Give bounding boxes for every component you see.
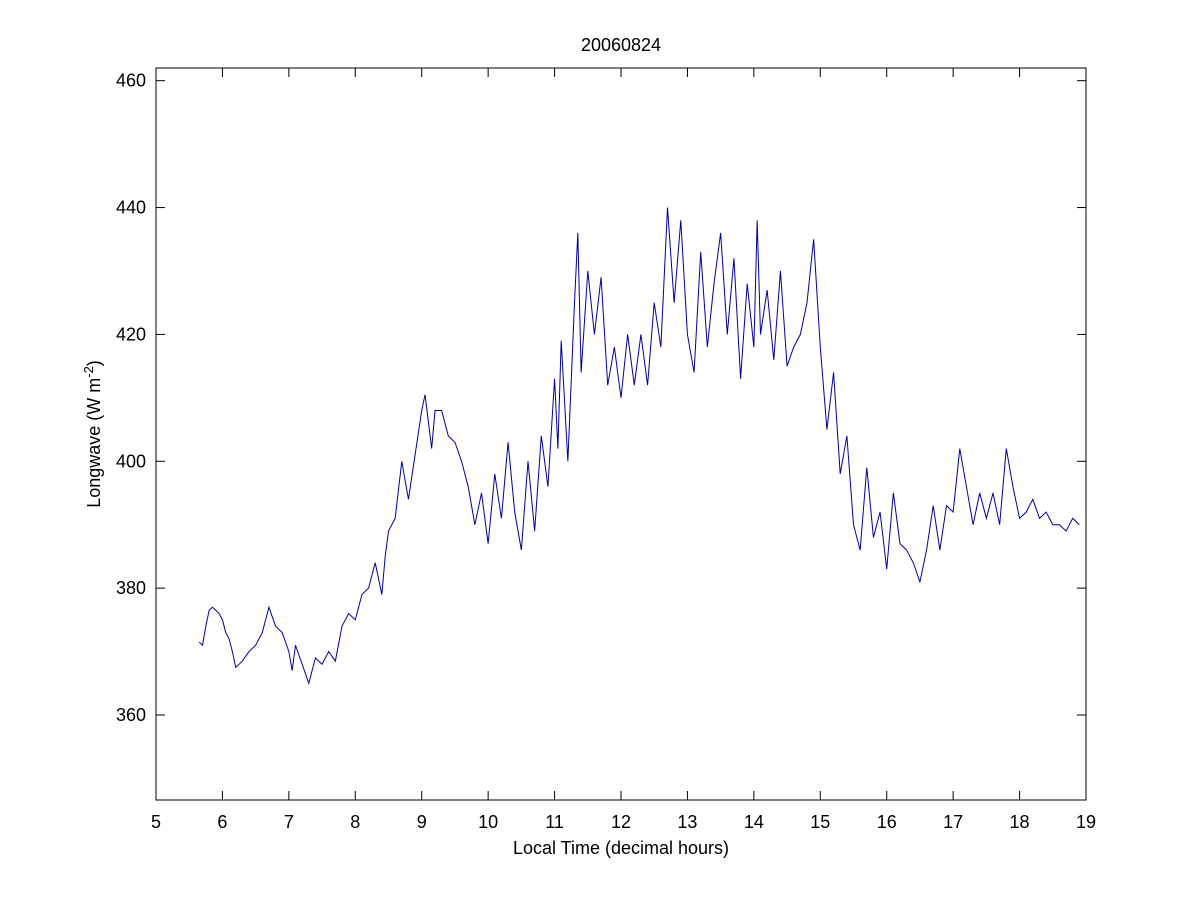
x-tick-label: 8 xyxy=(350,812,360,832)
plot-area xyxy=(155,67,1087,801)
x-tick-label: 7 xyxy=(284,812,294,832)
y-tick-label: 420 xyxy=(116,324,146,344)
chart-title: 20060824 xyxy=(581,35,661,55)
y-tick-label: 400 xyxy=(116,451,146,471)
x-tick-label: 10 xyxy=(478,812,498,832)
x-tick-label: 9 xyxy=(417,812,427,832)
y-axis-label: Longwave (W m-2) xyxy=(81,360,104,508)
y-tick-label: 360 xyxy=(116,705,146,725)
x-axis-label: Local Time (decimal hours) xyxy=(513,838,729,858)
y-label-sup: -2 xyxy=(81,366,96,378)
x-tick-label: 12 xyxy=(611,812,631,832)
x-tick-label: 17 xyxy=(943,812,963,832)
y-label-text: Longwave (W m xyxy=(84,378,104,508)
y-tick-label: 460 xyxy=(116,71,146,91)
y-tick-label: 440 xyxy=(116,198,146,218)
data-line xyxy=(198,207,1080,686)
x-tick-label: 14 xyxy=(744,812,764,832)
y-tick-label: 380 xyxy=(116,578,146,598)
x-tick-label: 11 xyxy=(545,812,564,832)
x-tick-label: 19 xyxy=(1076,812,1096,832)
x-tick-label: 18 xyxy=(1010,812,1030,832)
x-tick-label: 5 xyxy=(151,812,161,832)
x-tick-label: 16 xyxy=(877,812,897,832)
y-label-suffix: ) xyxy=(84,360,104,366)
x-tick-label: 6 xyxy=(217,812,227,832)
x-tick-label: 15 xyxy=(810,812,830,832)
x-tick-label: 13 xyxy=(677,812,697,832)
